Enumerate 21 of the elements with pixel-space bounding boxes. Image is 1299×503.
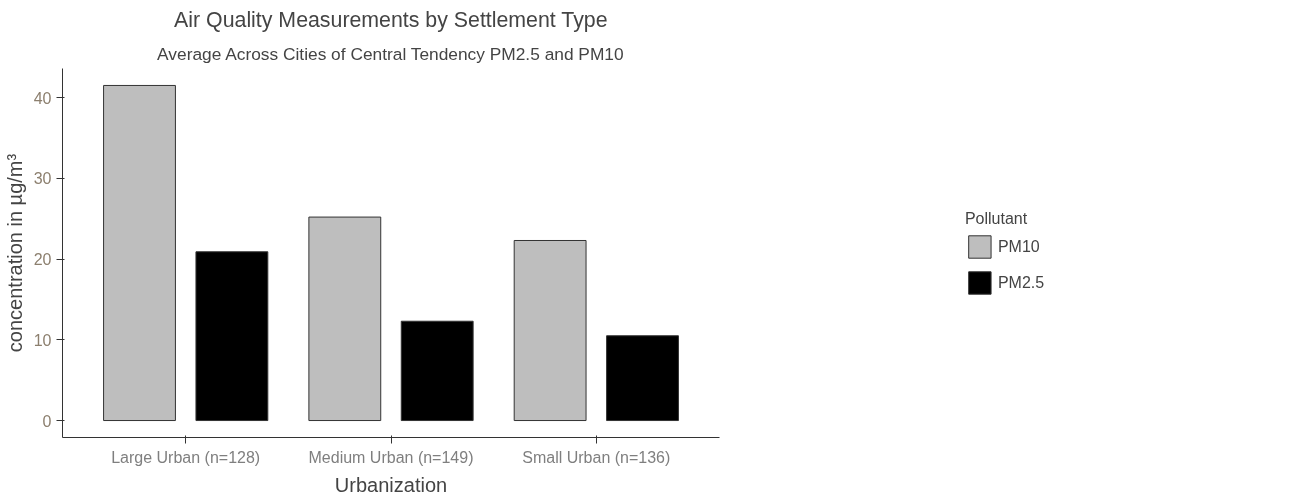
y-tick-label: 30 xyxy=(33,170,52,188)
y-tick-label: 0 xyxy=(42,412,52,430)
x-axis-title: Urbanization xyxy=(334,473,448,496)
x-tick-label: Large Urban (n=128) xyxy=(111,448,261,466)
bar xyxy=(308,216,382,422)
bar xyxy=(103,84,176,422)
bar xyxy=(606,335,679,422)
bar xyxy=(195,251,269,422)
y-axis-title: concentration in µg/m³ xyxy=(3,153,26,353)
chart-title: Air Quality Measurements by Settlement Type xyxy=(174,7,608,32)
bar xyxy=(400,320,474,422)
x-tick-label: Medium Urban (n=149) xyxy=(308,448,474,466)
legend-title: Pollutant xyxy=(964,209,1029,227)
legend-label: PM10 xyxy=(997,237,1040,255)
legend-label: PM2.5 xyxy=(997,273,1045,291)
chart-subtitle: Average Across Cities of Central Tendency PM2.5 and PM10 xyxy=(157,43,624,64)
y-tick-label: 40 xyxy=(33,89,52,107)
x-tick-label: Small Urban (n=136) xyxy=(522,448,671,466)
y-tick-label: 20 xyxy=(33,251,52,269)
bar xyxy=(513,239,587,422)
y-tick-label: 10 xyxy=(33,331,52,349)
